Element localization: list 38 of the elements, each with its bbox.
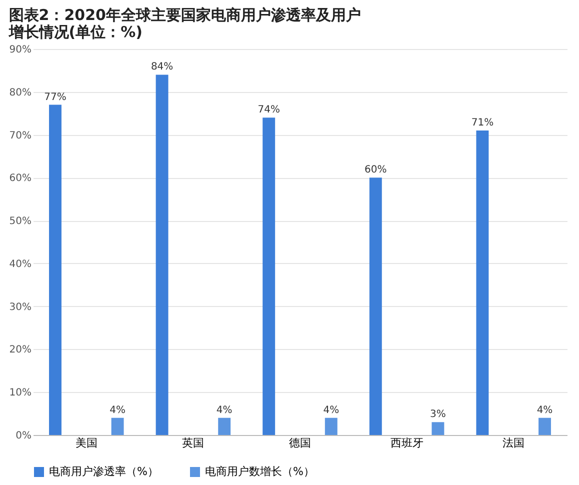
data-label: 84%: [150, 62, 174, 73]
bar: [218, 418, 231, 435]
bar: [49, 104, 62, 435]
y-tick-label: 30%: [9, 302, 32, 313]
y-tick-label: 10%: [9, 388, 32, 399]
bar: [156, 74, 168, 435]
legend-label: 电商用户数增长（%）: [205, 465, 314, 478]
data-label: 74%: [258, 104, 280, 116]
data-label: 60%: [364, 164, 387, 176]
x-tick-label: 美国: [75, 436, 98, 450]
y-tick-label: 20%: [9, 344, 32, 356]
y-tick-label: 0%: [16, 430, 32, 442]
data-label: 77%: [44, 92, 66, 103]
data-label: 71%: [471, 117, 494, 128]
bar: [432, 422, 444, 435]
y-tick-label: 60%: [9, 173, 32, 184]
x-tick-label: 德国: [289, 436, 311, 450]
data-label: 4%: [536, 404, 553, 416]
bar: [538, 418, 551, 435]
x-tick-label: 法国: [502, 436, 525, 450]
y-tick-label: 70%: [9, 130, 32, 142]
bar: [476, 130, 489, 435]
data-label: 4%: [110, 404, 126, 416]
y-tick-label: 90%: [9, 44, 32, 56]
y-tick-label: 40%: [9, 258, 32, 270]
y-tick-label: 80%: [9, 87, 32, 98]
data-label: 4%: [216, 404, 232, 416]
chart-title: 图表2：2020年全球主要国家电商用户渗透率及用户增长情况(单位：%): [8, 6, 361, 41]
bar: [369, 178, 382, 435]
x-tick-label: 西班牙: [390, 436, 424, 450]
bar: [324, 418, 338, 435]
y-tick-label: 50%: [9, 216, 32, 228]
legend-label: 电商用户渗透率（%）: [49, 465, 158, 478]
data-label: 4%: [323, 404, 340, 416]
bar: [262, 118, 276, 435]
x-tick-label: 英国: [182, 436, 204, 450]
data-label: 3%: [430, 409, 446, 420]
bar: [111, 418, 124, 435]
